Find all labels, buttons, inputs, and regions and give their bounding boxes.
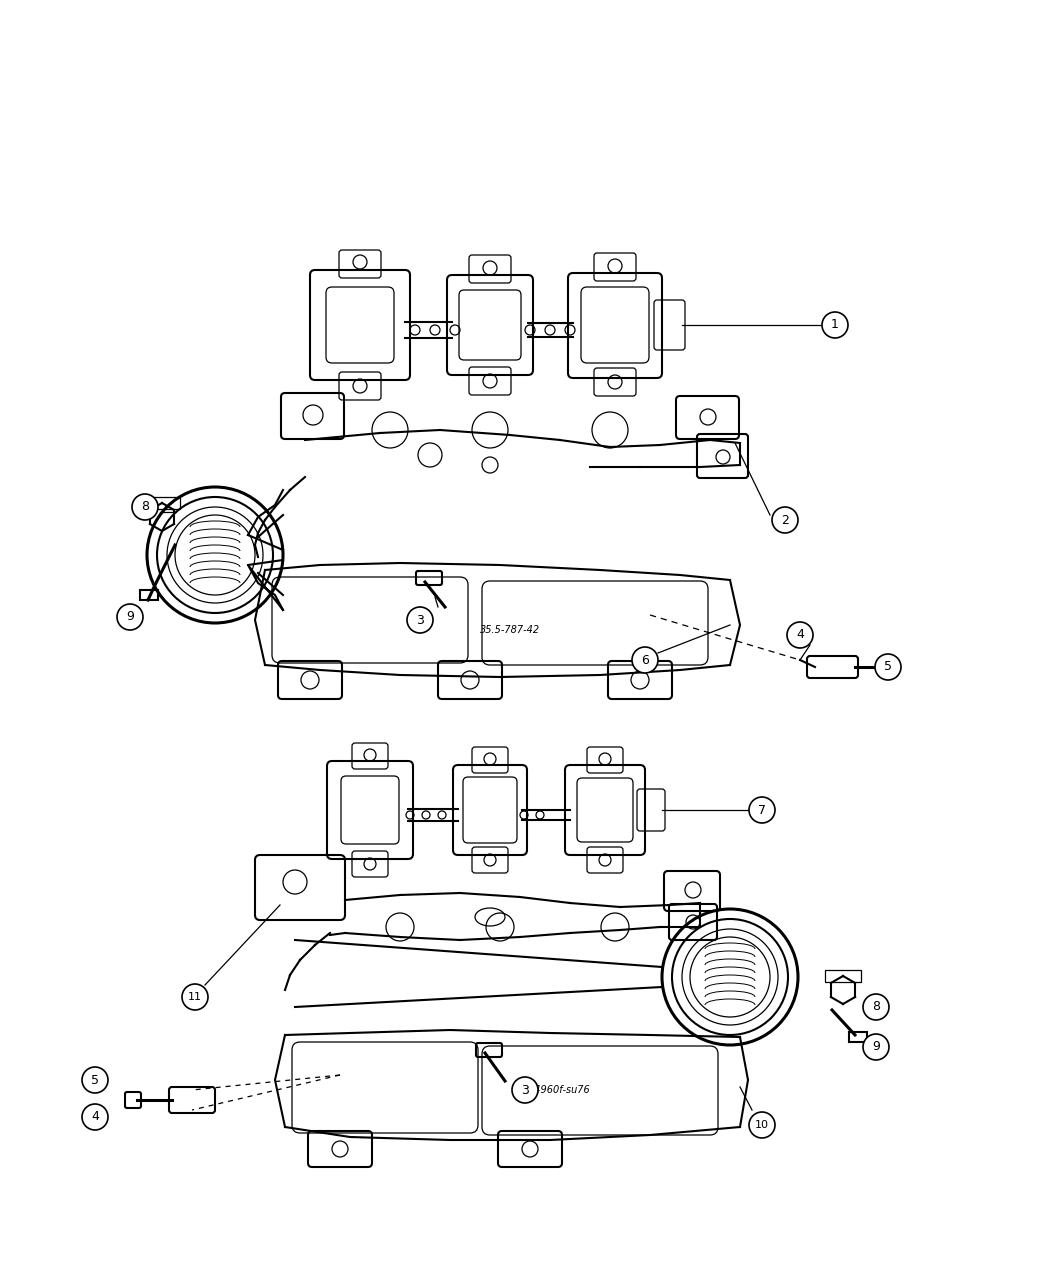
Text: 4: 4 [796, 629, 804, 641]
Circle shape [875, 654, 901, 680]
Circle shape [749, 797, 775, 822]
Circle shape [82, 1104, 108, 1130]
Circle shape [82, 1067, 108, 1093]
Circle shape [863, 1034, 889, 1060]
Circle shape [863, 994, 889, 1020]
Text: 5: 5 [884, 660, 892, 673]
Text: b4960f-su76: b4960f-su76 [529, 1085, 591, 1095]
Text: 3: 3 [521, 1084, 529, 1096]
Circle shape [772, 507, 798, 533]
Text: 35.5-787-42: 35.5-787-42 [480, 625, 540, 635]
Text: 4: 4 [91, 1111, 99, 1123]
Text: 5: 5 [91, 1074, 99, 1086]
Circle shape [788, 622, 813, 648]
Text: 1: 1 [831, 319, 839, 332]
Text: 8: 8 [141, 501, 149, 514]
Text: 10: 10 [755, 1119, 769, 1130]
Text: 11: 11 [188, 992, 202, 1002]
Text: 9: 9 [126, 611, 134, 623]
Circle shape [182, 984, 208, 1010]
Circle shape [749, 1112, 775, 1139]
Text: 9: 9 [873, 1040, 880, 1053]
Circle shape [132, 493, 158, 520]
Circle shape [632, 646, 658, 673]
Text: 3: 3 [416, 613, 424, 626]
Text: 6: 6 [642, 654, 649, 667]
Text: 8: 8 [872, 1001, 880, 1014]
Text: 2: 2 [781, 514, 789, 527]
Circle shape [512, 1077, 538, 1103]
Circle shape [407, 607, 433, 632]
Circle shape [822, 312, 848, 338]
Circle shape [117, 604, 143, 630]
Text: 7: 7 [758, 803, 766, 816]
